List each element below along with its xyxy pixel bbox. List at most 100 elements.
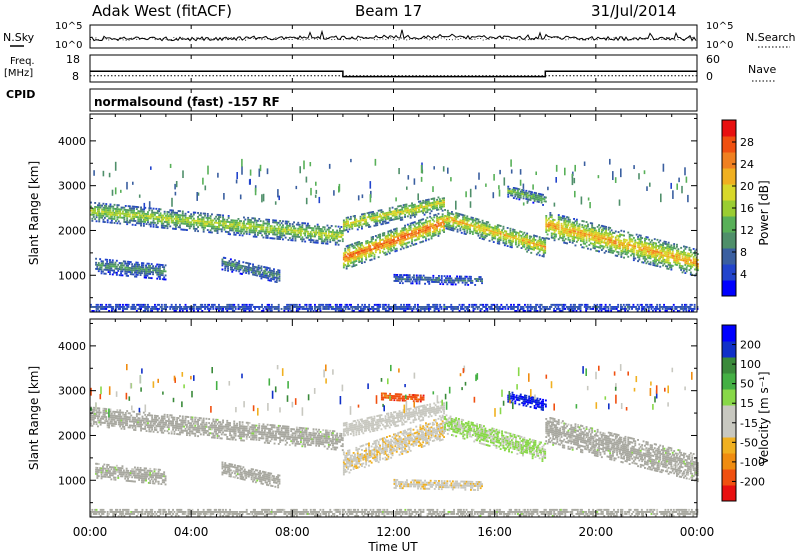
scatter-cell bbox=[438, 275, 440, 277]
scatter-cell bbox=[511, 194, 514, 197]
scatter-cell bbox=[476, 308, 479, 310]
scatter-cell bbox=[617, 237, 620, 240]
scatter-cell bbox=[282, 228, 284, 231]
scatter-cell bbox=[215, 215, 218, 218]
scatter-cell bbox=[648, 255, 651, 257]
scatter-cell bbox=[199, 306, 202, 308]
scatter-cell bbox=[363, 249, 366, 251]
scatter-cell bbox=[387, 250, 390, 253]
scatter-cell bbox=[184, 222, 187, 225]
scatter-cell bbox=[351, 245, 354, 248]
scatter-cell bbox=[468, 303, 471, 306]
scatter-cell bbox=[177, 220, 180, 223]
scatter-cell bbox=[390, 219, 393, 221]
scatter-cell bbox=[372, 238, 374, 240]
scatter-cell bbox=[447, 306, 450, 308]
scatter-cell bbox=[174, 303, 177, 306]
scatter-cell bbox=[104, 272, 107, 275]
scatter-cell bbox=[287, 228, 290, 231]
scatter-cell bbox=[596, 240, 599, 242]
scatter-cell bbox=[119, 222, 122, 225]
scatter-cell bbox=[582, 232, 585, 235]
scatter-cell bbox=[688, 255, 691, 257]
scatter-cell bbox=[443, 229, 445, 231]
scatter-cell bbox=[138, 210, 141, 213]
scatter-cell bbox=[631, 240, 634, 243]
scatter-cell bbox=[659, 261, 662, 264]
scatter-cell bbox=[282, 230, 284, 233]
scatter-cell bbox=[211, 213, 213, 216]
scatter-cell bbox=[405, 228, 408, 231]
scatter-cell bbox=[546, 225, 549, 228]
scatter-cell bbox=[440, 204, 443, 206]
scatter-cell bbox=[512, 189, 515, 191]
scatter-cell bbox=[97, 306, 99, 308]
scatter-cell bbox=[379, 239, 381, 242]
scatter-cell bbox=[91, 219, 94, 222]
scatter-cell bbox=[227, 217, 230, 219]
scatter-cell bbox=[132, 265, 135, 268]
scatter-cell bbox=[216, 228, 219, 230]
scatter-cell bbox=[159, 267, 161, 270]
scatter-cell bbox=[158, 214, 161, 217]
scatter-cell bbox=[144, 216, 147, 219]
scatter-cell bbox=[157, 273, 160, 276]
scatter-cell bbox=[127, 211, 130, 214]
scatter-cell bbox=[624, 241, 627, 243]
scatter-cell bbox=[450, 303, 453, 306]
scatter-cell bbox=[339, 239, 341, 242]
scatter-cell bbox=[370, 258, 373, 261]
scatter-cell bbox=[131, 271, 134, 274]
scatter-cell bbox=[592, 230, 595, 233]
scatter-cell bbox=[646, 254, 649, 257]
scatter-cell bbox=[384, 216, 387, 219]
scatter-cell bbox=[364, 303, 366, 306]
scatter-cell bbox=[365, 240, 368, 243]
scatter-cell bbox=[422, 208, 425, 210]
scatter-cell bbox=[151, 306, 154, 308]
scatter-cell bbox=[266, 272, 268, 275]
scatter-cell bbox=[595, 241, 598, 244]
scatter-cell bbox=[101, 308, 103, 310]
scatter-cell bbox=[669, 262, 671, 265]
scatter-cell bbox=[226, 303, 229, 306]
scatter-cell bbox=[109, 269, 111, 272]
scatter-cell bbox=[223, 222, 226, 225]
scatter-cell bbox=[106, 215, 109, 218]
scatter-cell bbox=[607, 250, 610, 253]
scatter-cell bbox=[359, 223, 362, 226]
scatter-cell bbox=[147, 276, 150, 279]
scatter-cell bbox=[106, 211, 109, 214]
scatter-cell bbox=[471, 221, 474, 223]
scatter-cell bbox=[394, 216, 397, 219]
scatter-cell bbox=[476, 230, 478, 233]
scatter-cell bbox=[441, 221, 444, 224]
scatter-cell bbox=[451, 229, 453, 231]
scatter-cell bbox=[152, 211, 155, 214]
scatter-cell bbox=[653, 252, 656, 255]
scatter-cell bbox=[149, 265, 152, 267]
scatter-cell bbox=[254, 233, 256, 236]
scatter-cell bbox=[521, 193, 524, 195]
scatter-cell bbox=[671, 264, 674, 267]
scatter-cell bbox=[166, 225, 169, 228]
scatter-cell bbox=[130, 211, 133, 214]
scatter-cell bbox=[670, 268, 673, 271]
scatter-cell bbox=[121, 262, 124, 265]
scatter-cell bbox=[544, 251, 547, 254]
scatter-cell bbox=[95, 308, 98, 310]
scatter-cell bbox=[135, 265, 138, 268]
scatter-cell bbox=[411, 212, 413, 215]
scatter-cell bbox=[527, 243, 530, 245]
scatter-cell bbox=[610, 241, 613, 244]
scatter-cell bbox=[372, 217, 374, 219]
scatter-cell bbox=[298, 230, 301, 232]
scatter-cell bbox=[404, 214, 406, 216]
scatter-cell bbox=[362, 308, 365, 310]
scatter-cell bbox=[381, 242, 384, 245]
scatter-cell bbox=[445, 281, 447, 284]
scatter-cell bbox=[406, 278, 408, 281]
scatter-cell bbox=[689, 251, 692, 254]
nave-tick-top: 60 bbox=[706, 53, 720, 66]
scatter-cell bbox=[472, 303, 475, 306]
